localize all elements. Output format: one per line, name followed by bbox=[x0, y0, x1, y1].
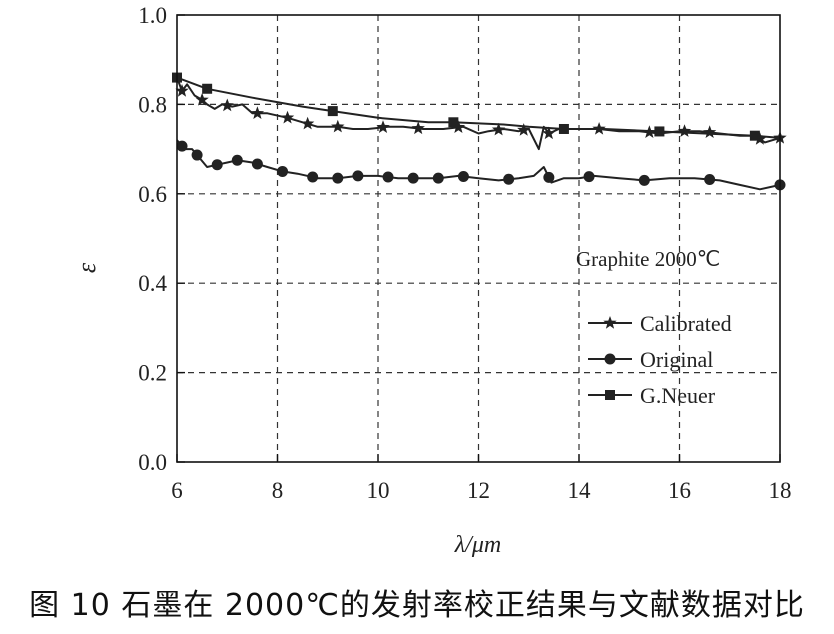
marker-original bbox=[432, 172, 444, 184]
marker-calibrated bbox=[753, 132, 767, 145]
marker-original bbox=[191, 149, 203, 161]
marker-gneuer bbox=[558, 123, 569, 134]
chart-annotation: Graphite 2000℃ bbox=[576, 247, 720, 271]
marker-original bbox=[407, 172, 419, 184]
legend-label: Original bbox=[640, 347, 713, 372]
marker-original bbox=[211, 159, 223, 171]
marker-gneuer bbox=[654, 126, 665, 137]
legend-marker-star bbox=[603, 316, 617, 329]
axes-ticks bbox=[176, 14, 781, 463]
y-axis-label: ε bbox=[72, 262, 101, 273]
marker-calibrated bbox=[642, 125, 656, 138]
x-tick-label: 6 bbox=[171, 478, 183, 503]
marker-calibrated bbox=[220, 98, 234, 112]
marker-calibrated bbox=[542, 126, 556, 140]
marker-gneuer bbox=[202, 83, 213, 94]
marker-calibrated bbox=[280, 110, 295, 124]
marker-calibrated bbox=[175, 84, 189, 97]
grid bbox=[177, 15, 780, 462]
marker-calibrated bbox=[491, 122, 506, 136]
marker-calibrated bbox=[517, 123, 531, 136]
x-tick-label: 14 bbox=[568, 478, 592, 503]
series-line-gneuer bbox=[176, 76, 781, 139]
legend-label: Calibrated bbox=[640, 311, 732, 336]
marker-original bbox=[503, 173, 515, 185]
marker-original bbox=[352, 170, 364, 182]
y-tick-label: 0.4 bbox=[138, 271, 167, 296]
marker-calibrated bbox=[250, 106, 265, 119]
marker-calibrated bbox=[677, 124, 692, 137]
y-tick-label: 0.0 bbox=[138, 450, 167, 475]
marker-calibrated bbox=[451, 120, 466, 133]
legend-marker-circle bbox=[604, 353, 616, 365]
marker-calibrated bbox=[703, 125, 717, 138]
marker-gneuer bbox=[327, 106, 338, 117]
marker-original bbox=[176, 140, 188, 152]
x-tick-labels: 6 8 10 12 14 16 18 bbox=[171, 478, 791, 503]
x-tick-label: 10 bbox=[367, 478, 390, 503]
emissivity-chart: 6 8 10 12 14 16 18 0.0 0.2 0.4 0.6 0.8 1.0 λ/μm ε G… bbox=[72, 3, 792, 558]
marker-original bbox=[638, 174, 650, 186]
y-tick-label: 1.0 bbox=[138, 3, 167, 28]
y-tick-labels: 0.0 0.2 0.4 0.6 0.8 1.0 bbox=[138, 3, 167, 475]
marker-original bbox=[251, 158, 263, 170]
marker-calibrated bbox=[592, 122, 606, 135]
marker-original bbox=[231, 154, 243, 166]
marker-calibrated bbox=[376, 120, 390, 133]
marker-calibrated bbox=[195, 92, 209, 106]
marker-original bbox=[307, 171, 319, 183]
legend-label: G.Neuer bbox=[640, 383, 716, 408]
marker-gneuer bbox=[448, 117, 459, 128]
figure-caption: 图 10 石墨在 2000℃的发射率校正结果与文献数据对比 bbox=[29, 588, 805, 623]
marker-original bbox=[543, 171, 555, 183]
legend: Calibrated Original G.Neuer bbox=[588, 311, 732, 408]
marker-calibrated bbox=[331, 119, 345, 133]
x-tick-label: 16 bbox=[668, 478, 691, 503]
marker-original bbox=[704, 173, 716, 185]
x-tick-label: 8 bbox=[272, 478, 284, 503]
marker-original bbox=[332, 172, 344, 184]
marker-calibrated bbox=[301, 116, 315, 130]
y-tick-label: 0.8 bbox=[138, 92, 167, 117]
marker-original bbox=[382, 171, 394, 183]
x-tick-label: 18 bbox=[769, 478, 792, 503]
marker-original bbox=[277, 165, 289, 177]
marker-calibrated bbox=[411, 121, 425, 135]
marker-gneuer bbox=[749, 130, 760, 141]
legend-marker-square bbox=[605, 390, 615, 400]
x-axis-label: λ/μm bbox=[454, 532, 501, 558]
y-tick-label: 0.2 bbox=[138, 361, 167, 386]
marker-original bbox=[583, 171, 595, 183]
y-tick-label: 0.6 bbox=[138, 182, 167, 207]
x-tick-label: 12 bbox=[467, 478, 490, 503]
marker-original bbox=[457, 170, 469, 182]
